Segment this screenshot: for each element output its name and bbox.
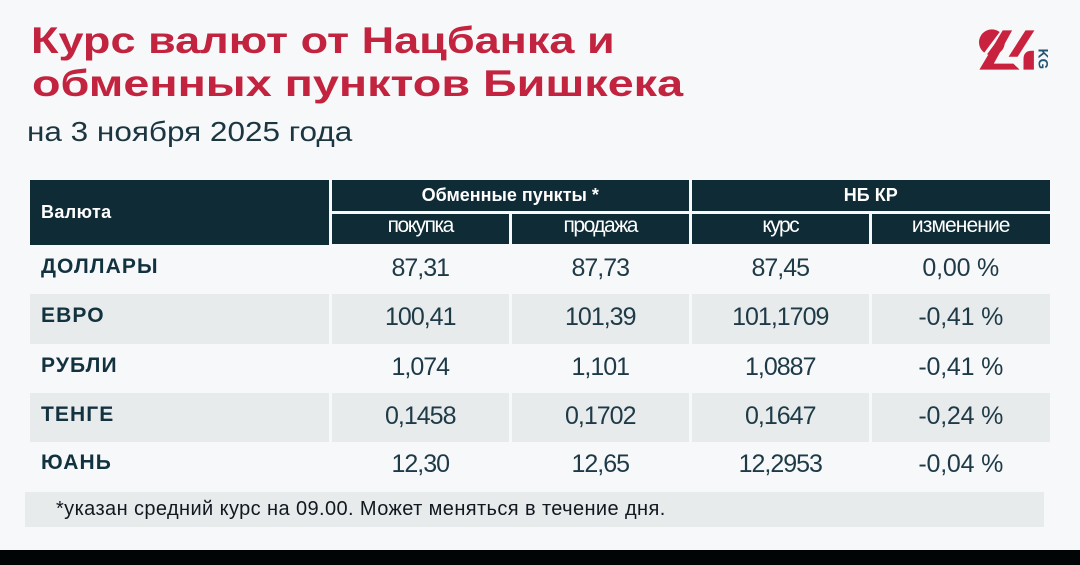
svg-text:KG: KG bbox=[1036, 49, 1051, 70]
